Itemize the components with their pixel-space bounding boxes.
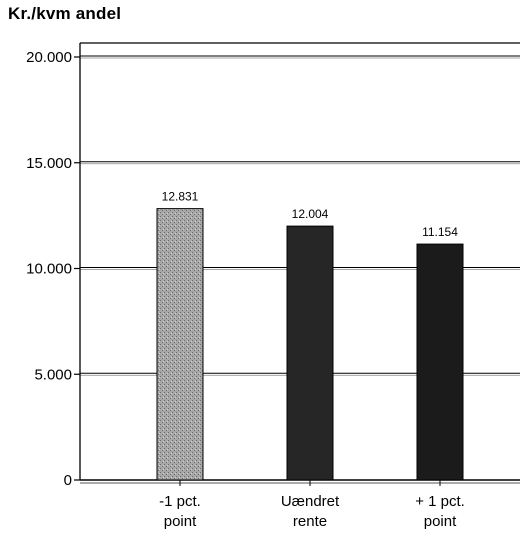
y-tick-label: 5.000 [34,366,72,383]
bar [286,225,334,481]
y-tick-label: 15.000 [26,155,72,172]
bars [156,208,464,481]
x-tick-label: point [424,513,457,530]
bar [416,243,464,481]
y-tick-label: 20.000 [26,49,72,66]
y-tick-label: 10.000 [26,261,72,278]
data-label: 12.831 [162,190,199,204]
x-tick-label: + 1 pct. [415,493,465,510]
x-tick-label: point [164,513,197,530]
data-label: 11.154 [422,225,458,239]
y-axis-title: Kr./kvm andel [8,4,122,23]
y-tick-label: 0 [64,472,72,489]
bar [156,208,204,481]
x-tick-label: Uændret [281,493,340,510]
x-tick-label: -1 pct. [159,493,201,510]
x-tick-label: rente [293,513,327,530]
data-label: 12.004 [292,207,329,221]
labels: 0 5.000 10.000 15.000 20.000 12.831 -1 pct. poi… [26,49,465,530]
